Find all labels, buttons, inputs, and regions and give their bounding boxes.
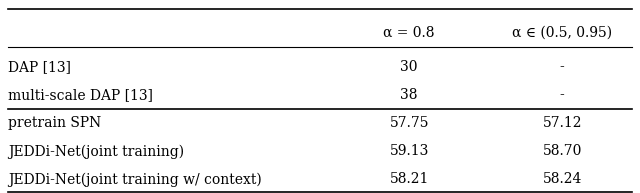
Text: α ∈ (0.5, 0.95): α ∈ (0.5, 0.95) [512, 26, 612, 40]
Text: 57.12: 57.12 [542, 116, 582, 130]
Text: JEDDi-Net(joint training): JEDDi-Net(joint training) [8, 144, 184, 159]
Text: pretrain SPN: pretrain SPN [8, 116, 101, 130]
Text: DAP [13]: DAP [13] [8, 60, 71, 74]
Text: 58.24: 58.24 [543, 172, 582, 186]
Text: 38: 38 [401, 88, 418, 102]
Text: -: - [560, 88, 564, 102]
Text: 30: 30 [401, 60, 418, 74]
Text: JEDDi-Net(joint training w/ context): JEDDi-Net(joint training w/ context) [8, 172, 262, 187]
Text: 58.70: 58.70 [543, 144, 582, 158]
Text: -: - [560, 60, 564, 74]
Text: multi-scale DAP [13]: multi-scale DAP [13] [8, 88, 153, 102]
Text: 57.75: 57.75 [390, 116, 429, 130]
Text: α = 0.8: α = 0.8 [383, 26, 435, 40]
Text: 59.13: 59.13 [390, 144, 429, 158]
Text: 58.21: 58.21 [390, 172, 429, 186]
